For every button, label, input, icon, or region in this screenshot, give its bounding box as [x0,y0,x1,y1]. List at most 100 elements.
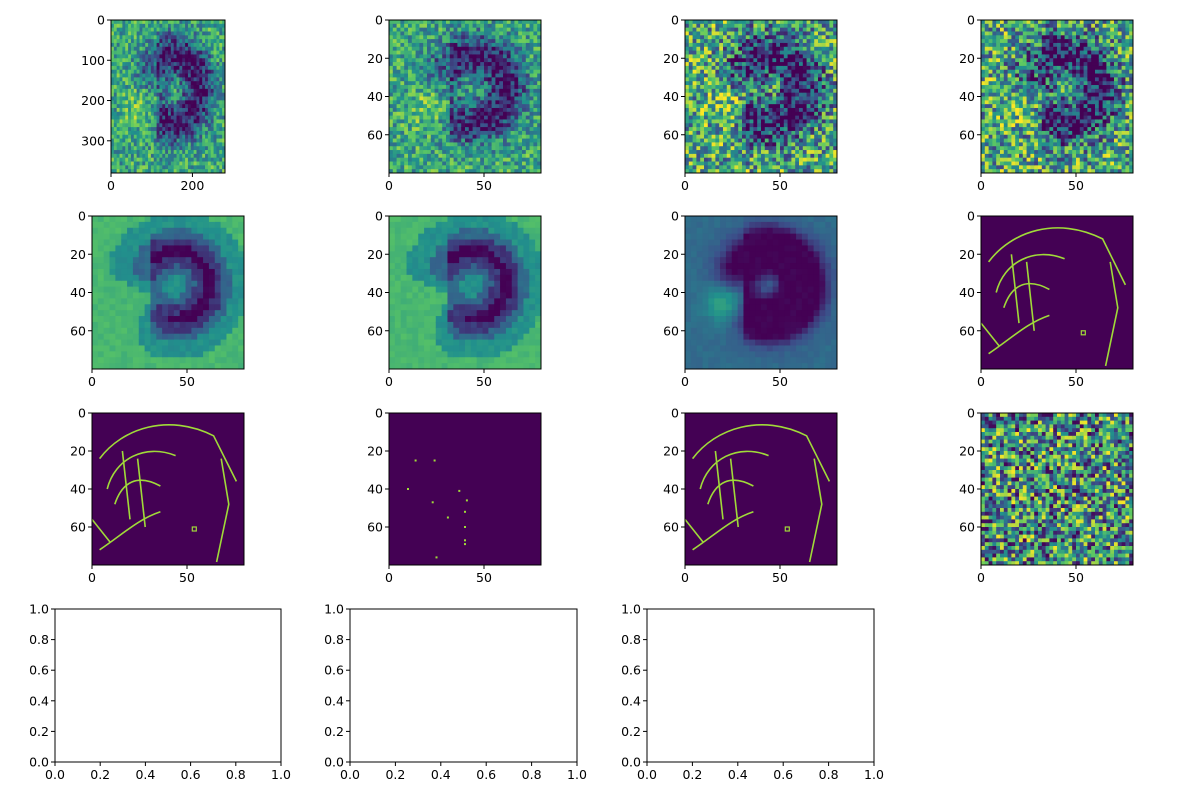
heat-cell [190,31,195,36]
heat-cell [427,119,432,124]
heat-cell [145,92,149,98]
heat-cell [704,96,709,101]
heat-cell [506,50,512,56]
heat-cell [150,23,155,29]
heat-cell [210,62,215,67]
heat-cell [761,88,766,94]
heat-cell [753,54,758,59]
heat-cell [430,130,436,136]
heat-cell [196,153,200,159]
heat-cell [833,46,837,52]
heat-cell [400,35,405,40]
heat-cell [537,23,541,29]
heat-cell [182,130,186,136]
heat-cell [125,46,129,52]
heat-cell [182,127,186,132]
heat-cell [783,73,789,78]
heat-cell [810,92,815,98]
heat-cell [833,35,837,40]
heat-cell [168,58,172,63]
heat-cell [704,161,709,166]
heat-cell [205,23,209,29]
heat-cell [829,138,834,143]
heat-cell [802,111,808,117]
heat-cell [764,96,770,101]
heat-cell [514,119,519,124]
heat-cell [537,54,541,59]
heat-cell [408,169,413,173]
heat-cell [170,100,175,105]
heat-cell [130,123,135,128]
heat-cell [503,146,508,151]
heat-cell [442,130,447,136]
heat-cell [719,92,724,98]
heat-cell [480,27,485,33]
heat-cell [168,130,172,136]
heat-cell [984,169,990,173]
heat-cell [153,35,158,40]
heat-cell [692,92,697,98]
heat-cell [491,73,496,78]
heat-cell [165,39,169,44]
heat-cell [992,92,997,98]
heat-cell [170,50,175,56]
heat-cell [688,62,694,67]
heat-cell [176,123,180,128]
heat-cell [148,39,152,44]
heat-cell [139,85,143,90]
heat-cell [430,134,436,140]
heat-cell [202,123,206,128]
heat-cell [150,58,155,63]
heat-cell [187,169,192,173]
heat-cell [130,27,135,33]
heat-cell [791,123,796,128]
heat-cell [738,165,743,170]
heat-cell [768,54,773,59]
heat-cell [814,92,819,98]
heat-cell [187,142,192,147]
heat-cell [711,62,716,67]
heat-cell [799,138,804,143]
heat-cell [438,100,443,105]
heat-cell [442,165,447,170]
heat-cell [821,169,827,173]
heat-cell [150,138,155,143]
heat-cell [119,104,123,109]
heat-cell [791,100,796,105]
heat-cell [472,96,477,101]
heat-cell [704,138,709,143]
heat-cell [506,169,512,173]
heat-cell [142,81,146,86]
heat-cell [537,39,541,44]
heat-cell [988,123,993,128]
heat-cell [130,169,135,173]
heat-cell [688,165,694,170]
heat-cell [199,92,203,98]
heat-cell [461,39,466,44]
heat-cell [476,92,481,98]
heat-cell [764,54,770,59]
heat-cell [170,138,175,143]
heat-cell [503,104,508,109]
heat-cell [772,58,777,63]
heat-cell [125,35,129,40]
heat-cell [711,23,716,29]
heat-cell [453,127,458,132]
heat-cell [503,123,508,128]
heat-cell [730,115,735,121]
heat-cell [499,161,504,166]
heat-cell [423,35,428,40]
heat-cell [821,54,827,59]
heat-cell [484,115,489,121]
heat-cell [495,157,500,163]
heat-cell [213,20,218,25]
heat-cell [487,146,493,151]
heat-cell [700,169,705,173]
heat-cell [168,20,172,25]
heat-cell [219,104,223,109]
heat-cell [988,138,993,143]
heat-cell [704,46,709,52]
heat-cell [780,35,785,40]
heat-cell [116,77,121,82]
heat-cell [802,77,808,82]
